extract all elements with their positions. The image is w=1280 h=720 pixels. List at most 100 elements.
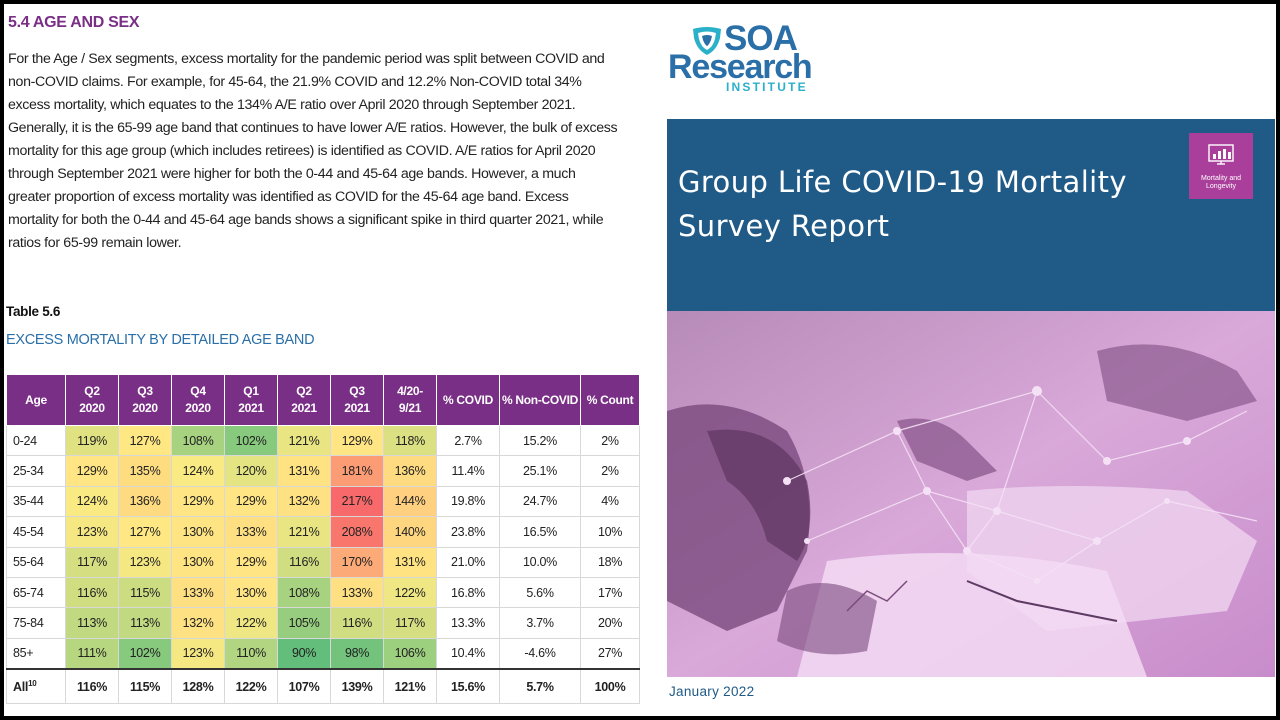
table-cell: 123% bbox=[118, 546, 172, 578]
column-header: 4/20- 9/21 bbox=[383, 374, 437, 426]
column-header-line: 2021 bbox=[344, 401, 370, 415]
table-cell: 124% bbox=[65, 485, 119, 518]
table-cell: 136% bbox=[118, 485, 172, 518]
table-cell: 131% bbox=[383, 546, 437, 578]
age-band-cell: 25-34 bbox=[6, 455, 66, 487]
table-cell: 121% bbox=[277, 516, 331, 548]
table-body: 0-24 119% 127% 108% 102% 121% 129% 118% 2.7% 15.2… bbox=[6, 424, 640, 705]
column-header-line: % Non-COVID bbox=[501, 392, 579, 407]
table-cell: 115% bbox=[118, 668, 172, 705]
table-cell: 119% bbox=[65, 424, 119, 457]
table-cell: 10.0% bbox=[499, 546, 581, 578]
table-cell: 217% bbox=[330, 485, 384, 518]
excess-mortality-table: Age Q2 2020 Q3 2020 Q4 2020 Q1 2021 Q2 2021 Q3 2021 4… bbox=[6, 374, 640, 705]
cover-title-band bbox=[667, 119, 1275, 311]
table-cell: 16.5% bbox=[499, 516, 581, 548]
table-cell: 102% bbox=[118, 637, 172, 670]
screen-frame: 5.4 AGE AND SEX For the Age / Sex segmen… bbox=[4, 4, 1276, 716]
table-cell: 25.1% bbox=[499, 455, 581, 487]
table-cell: 122% bbox=[224, 668, 278, 705]
table-cell: 2% bbox=[580, 424, 640, 457]
age-band-cell: 65-74 bbox=[6, 576, 66, 609]
column-header-line: 2021 bbox=[291, 401, 317, 415]
table-cell: 108% bbox=[277, 576, 331, 609]
table-cell: 131% bbox=[277, 455, 331, 487]
logo-research-text: Research bbox=[668, 48, 813, 86]
table-cell: 2% bbox=[580, 455, 640, 487]
column-header-line: Q3 bbox=[349, 384, 365, 398]
table-cell: 102% bbox=[224, 424, 278, 457]
column-header-line: 2020 bbox=[132, 401, 158, 415]
table-cell: 133% bbox=[171, 576, 225, 609]
cover-photo-collage bbox=[667, 311, 1275, 677]
all-label: All bbox=[13, 680, 29, 695]
table-cell: 24.7% bbox=[499, 485, 581, 518]
column-header-line: % Count bbox=[586, 392, 634, 407]
table-cell: 23.8% bbox=[436, 516, 500, 548]
table-cell: 11.4% bbox=[436, 455, 500, 487]
column-header-line: Q1 bbox=[243, 384, 259, 398]
table-cell: 132% bbox=[171, 607, 225, 639]
table-title: EXCESS MORTALITY BY DETAILED AGE BAND bbox=[6, 332, 315, 348]
cover-title-line1: Group Life COVID-19 Mortality bbox=[678, 165, 1127, 199]
table-cell: 129% bbox=[65, 455, 119, 487]
table-cell: 15.6% bbox=[436, 668, 500, 705]
badge-label: Mortality and Longevity bbox=[1200, 175, 1242, 190]
column-header-line: 2020 bbox=[79, 401, 105, 415]
table-cell: 170% bbox=[330, 546, 384, 578]
column-header-line: % COVID bbox=[443, 392, 493, 407]
table-cell: 133% bbox=[330, 576, 384, 609]
table-cell: 98% bbox=[330, 637, 384, 670]
table-cell: 108% bbox=[171, 424, 225, 457]
table-cell: 113% bbox=[118, 607, 172, 639]
footnote-marker: 10 bbox=[28, 679, 37, 689]
table-row: 85+ 111% 102% 123% 110% 90% 98% 106% 10.4% -4.6% 2… bbox=[6, 637, 640, 670]
column-header: Q2 2020 bbox=[65, 374, 119, 426]
cover-date: January 2022 bbox=[669, 684, 755, 699]
table-row: 0-24 119% 127% 108% 102% 121% 129% 118% 2.7% 15.2… bbox=[6, 424, 640, 457]
table-row: 65-74 116% 115% 133% 130% 108% 133% 122% 16.8% 5.… bbox=[6, 576, 640, 609]
column-header-line: Age bbox=[25, 392, 47, 407]
table-cell: 130% bbox=[224, 576, 278, 609]
table-cell: 129% bbox=[171, 485, 225, 518]
table-cell: 130% bbox=[171, 546, 225, 578]
table-cell: 105% bbox=[277, 607, 331, 639]
table-cell: 130% bbox=[171, 516, 225, 548]
soa-shield-icon bbox=[693, 27, 721, 55]
column-header: % COVID bbox=[436, 374, 500, 426]
table-cell: 116% bbox=[277, 546, 331, 578]
table-cell: 139% bbox=[330, 668, 384, 705]
column-header: Q4 2020 bbox=[171, 374, 225, 426]
table-cell: 21.0% bbox=[436, 546, 500, 578]
column-header: Q3 2020 bbox=[118, 374, 172, 426]
table-cell: 17% bbox=[580, 576, 640, 609]
table-cell: 132% bbox=[277, 485, 331, 518]
table-cell: 5.7% bbox=[499, 668, 581, 705]
table-cell: 2.7% bbox=[436, 424, 500, 457]
column-header: % Count bbox=[580, 374, 640, 426]
logo-soa-text: SOA bbox=[724, 19, 798, 58]
column-header-line: Q4 bbox=[190, 384, 206, 398]
table-cell: 122% bbox=[224, 607, 278, 639]
table-cell: 129% bbox=[330, 424, 384, 457]
table-row: 25-34 129% 135% 124% 120% 131% 181% 136% 11.4% 25… bbox=[6, 455, 640, 487]
table-cell: 90% bbox=[277, 637, 331, 670]
table-cell: 27% bbox=[580, 637, 640, 670]
table-row: 35-44 124% 136% 129% 129% 132% 217% 144% 19.8% 24… bbox=[6, 485, 640, 518]
table-cell: 144% bbox=[383, 485, 437, 518]
table-cell: 15.2% bbox=[499, 424, 581, 457]
table-cell: 10.4% bbox=[436, 637, 500, 670]
table-total-row: All10 116% 115% 128% 122% 107% 139% 121% 15.6% 5.… bbox=[6, 668, 640, 705]
table-cell: 140% bbox=[383, 516, 437, 548]
age-band-cell: 0-24 bbox=[6, 424, 66, 457]
table-row: 75-84 113% 113% 132% 122% 105% 116% 117% 13.3% 3.… bbox=[6, 607, 640, 639]
table-cell: 181% bbox=[330, 455, 384, 487]
table-cell: 19.8% bbox=[436, 485, 500, 518]
column-header-line: 4/20- bbox=[397, 384, 423, 398]
cover-title: Group Life COVID-19 Mortality Survey Rep… bbox=[678, 160, 1127, 248]
section-heading: 5.4 AGE AND SEX bbox=[8, 14, 140, 31]
column-header-line: 2021 bbox=[238, 401, 264, 415]
column-header: Q3 2021 bbox=[330, 374, 384, 426]
table-cell: 124% bbox=[171, 455, 225, 487]
column-header: % Non-COVID bbox=[499, 374, 581, 426]
